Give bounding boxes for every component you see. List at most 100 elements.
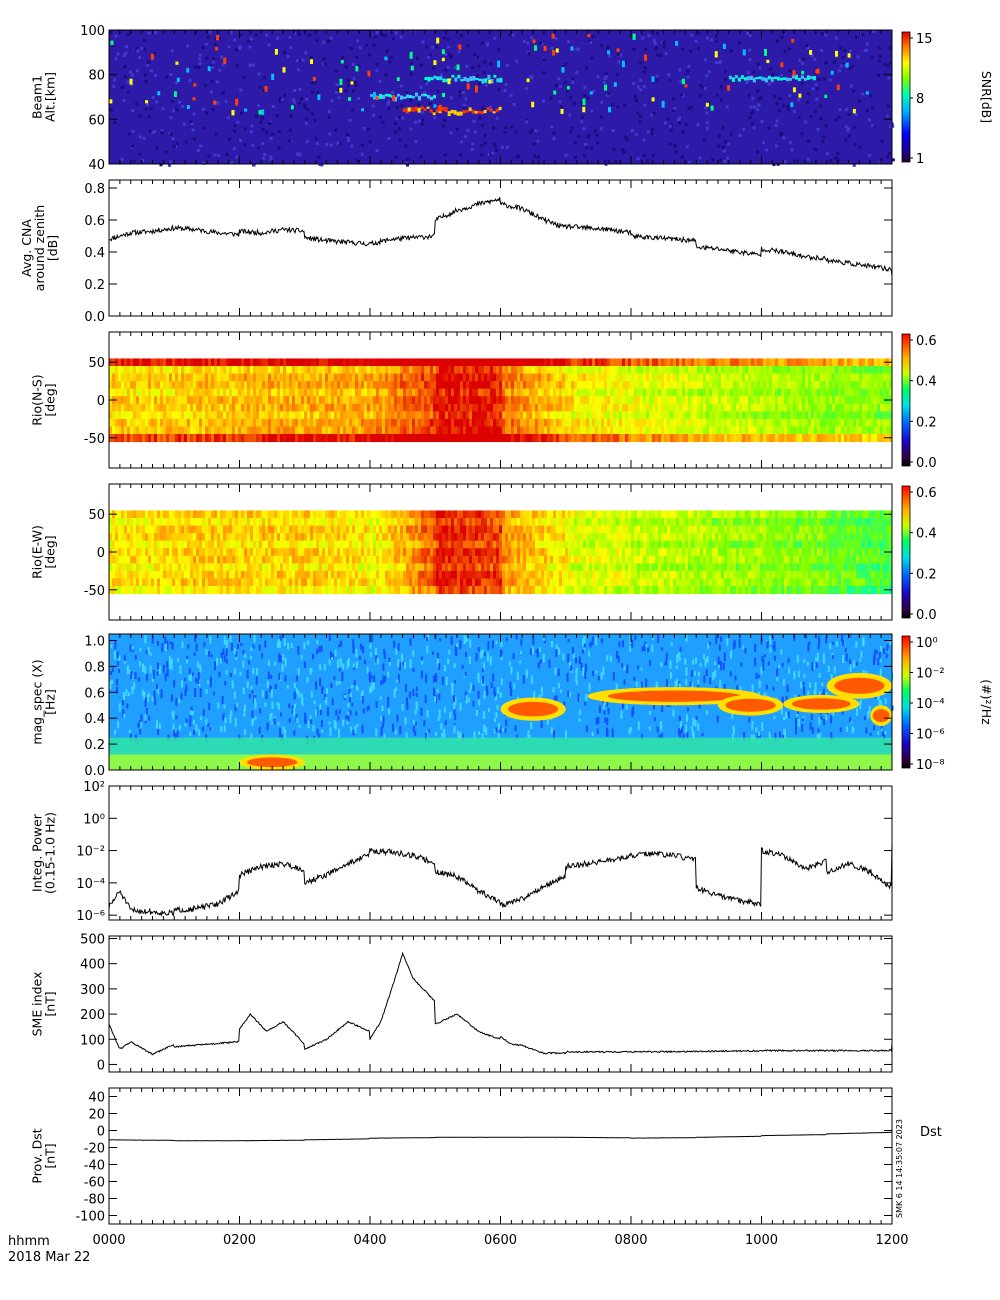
keogram-cell [598,366,602,375]
noise-pixel [689,106,693,110]
keogram-cell [358,411,362,420]
keogram-cell [334,434,338,443]
keogram-cell [466,403,470,412]
keogram-cell [199,555,203,564]
noise-pixel [375,69,379,73]
keogram-cell [886,411,890,420]
keogram-cell [529,366,533,375]
keogram-cell [403,426,407,435]
keogram-cell [574,358,578,367]
keogram-cell [325,381,329,390]
keogram-cell [118,533,122,542]
keogram-cell [415,426,419,435]
keogram-cell [805,411,809,420]
keogram-cell [340,381,344,390]
keogram-cell [445,381,449,390]
noise-pixel [155,100,159,104]
snr-speck [830,70,834,75]
keogram-cell [463,366,467,375]
keogram-cell [508,418,512,427]
keogram-cell [799,388,803,397]
keogram-cell [307,358,311,367]
keogram-cell [151,578,155,587]
keogram-cell [877,388,881,397]
keogram-cell [745,396,749,405]
keogram-cell [454,373,458,382]
keogram-cell [388,366,392,375]
keogram-cell [883,388,887,397]
noise-pixel [820,48,824,52]
keogram-cell [322,426,326,435]
keogram-cell [871,358,875,367]
keogram-cell [157,533,161,542]
keogram-cell [628,388,632,397]
keogram-cell [277,396,281,405]
keogram-cell [790,358,794,367]
keogram-cell [115,563,119,572]
snr-echo [454,77,458,82]
keogram-cell [292,418,296,427]
keogram-cell [850,366,854,375]
keogram-cell [700,403,704,412]
keogram-cell [199,403,203,412]
noise-pixel [124,45,128,49]
noise-pixel [226,116,230,120]
keogram-cell [829,403,833,412]
keogram-cell [127,525,131,534]
noise-pixel [481,106,485,110]
keogram-cell [193,411,197,420]
keogram-cell [187,578,191,587]
keogram-cell [595,418,599,427]
keogram-cell [814,388,818,397]
keogram-cell [262,381,266,390]
keogram-cell [466,373,470,382]
keogram-cell [379,418,383,427]
keogram-cell [211,548,215,557]
keogram-cell [700,381,704,390]
keogram-cell [121,525,125,534]
noise-pixel [126,32,130,36]
noise-pixel [714,39,718,43]
keogram-cell [388,434,392,443]
snr-speck [644,54,648,61]
keogram-cell [823,418,827,427]
keogram-cell [193,373,197,382]
noise-pixel [687,160,691,164]
keogram-cell [487,373,491,382]
keogram-cell [193,555,197,564]
snr-speck [215,47,219,51]
keogram-cell [667,373,671,382]
keogram-cell [217,381,221,390]
keogram-cell [406,388,410,397]
noise-pixel [325,143,329,147]
keogram-cell [187,518,191,527]
noise-pixel [171,137,175,141]
keogram-cell [712,373,716,382]
snr-echo [462,109,466,114]
keogram-cell [679,434,683,443]
keogram-cell [148,403,152,412]
keogram-cell [475,403,479,412]
keogram-cell [169,518,173,527]
keogram-cell [856,434,860,443]
keogram-cell [580,388,584,397]
keogram-cell [490,418,494,427]
keogram-cell [721,434,725,443]
keogram-cell [121,403,125,412]
keogram-cell [262,434,266,443]
keogram-cell [664,411,668,420]
keogram-cell [190,358,194,367]
keogram-cell [805,434,809,443]
keogram-cell [724,396,728,405]
noise-pixel [847,127,851,131]
keogram-cell [463,411,467,420]
keogram-cell [232,418,236,427]
keogram-cell [784,403,788,412]
keogram-cell [493,411,497,420]
keogram-cell [373,426,377,435]
keogram-cell [148,411,152,420]
keogram-cell [166,418,170,427]
keogram-cell [424,358,428,367]
keogram-cell [829,381,833,390]
noise-pixel [188,79,192,83]
